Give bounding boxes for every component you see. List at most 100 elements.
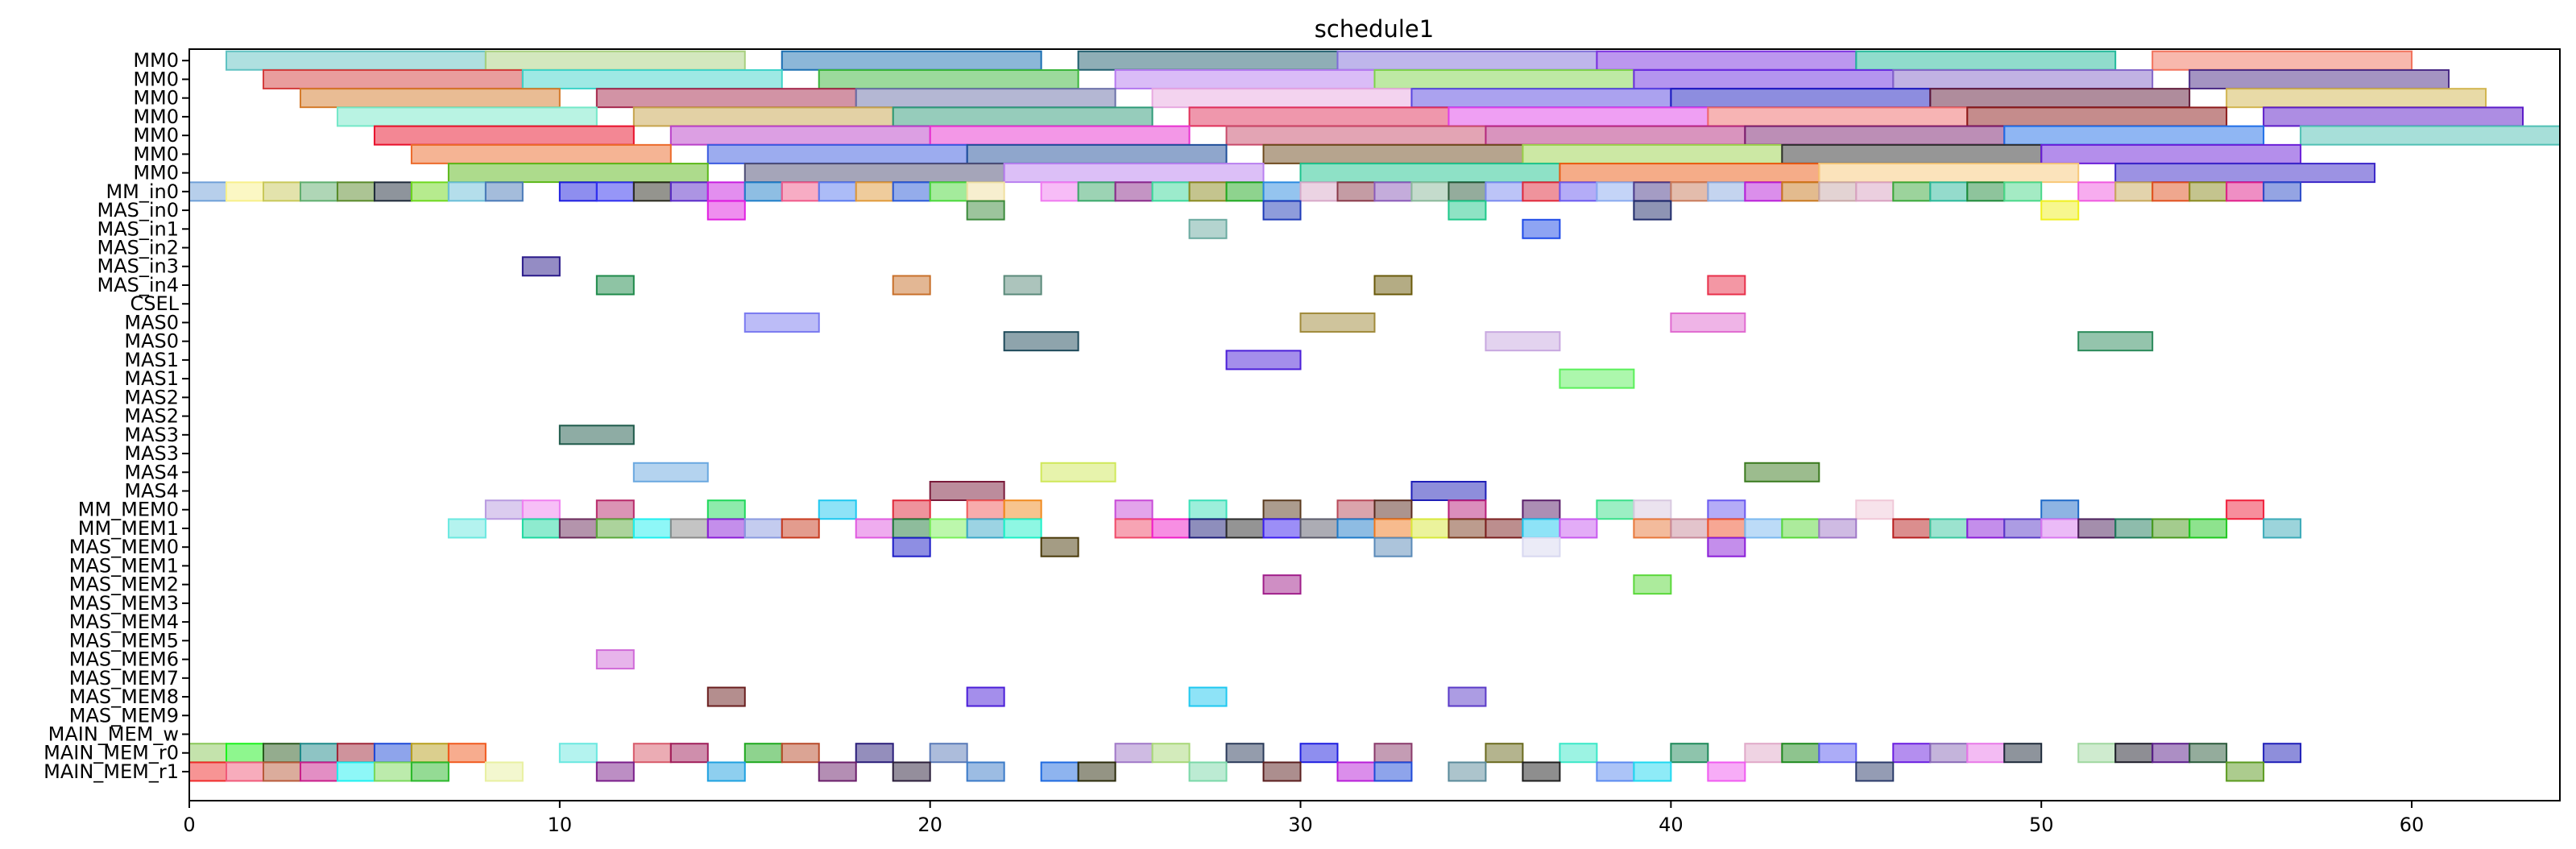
task-bar: [299, 181, 338, 202]
task-bar: [1299, 518, 1339, 539]
task-bar: [2040, 200, 2080, 221]
task-bar: [1633, 68, 1895, 89]
task-bars: [188, 50, 2561, 782]
task-bar: [1818, 163, 2080, 184]
task-bar: [2151, 518, 2191, 539]
task-bar: [892, 518, 931, 539]
task-bar: [1744, 181, 1783, 202]
task-bar: [1188, 518, 1228, 539]
task-bar: [225, 743, 264, 764]
y-tick-label: MM_MEM0: [78, 499, 179, 521]
task-bar: [299, 88, 561, 109]
task-bar: [521, 256, 561, 277]
task-bar: [1114, 518, 1153, 539]
task-bar: [1151, 743, 1191, 764]
task-bar: [299, 743, 338, 764]
task-bar: [1410, 88, 1672, 109]
task-bar: [1744, 125, 2006, 146]
task-bar: [1447, 686, 1487, 707]
task-bar: [1373, 743, 1413, 764]
task-bar: [1410, 181, 1450, 202]
task-bar: [2003, 743, 2043, 764]
task-bar: [1262, 143, 1524, 164]
task-bar: [1744, 743, 1783, 764]
task-bar: [706, 181, 746, 202]
task-bar: [781, 181, 820, 202]
task-bar: [1151, 181, 1191, 202]
task-bar: [1040, 761, 1079, 782]
task-bar: [484, 499, 524, 520]
task-bar: [521, 499, 561, 520]
task-bar: [781, 50, 1042, 71]
task-bar: [595, 275, 635, 296]
x-tick-label: 20: [917, 814, 942, 836]
task-bar: [1485, 743, 1524, 764]
task-bar: [1225, 350, 1302, 371]
y-tick-label: MAS_in4: [97, 274, 179, 296]
y-tick-label: MM0: [133, 124, 179, 147]
y-tick-label: MAIN_MEM_r1: [43, 760, 179, 783]
task-bar: [1336, 499, 1376, 520]
task-bar: [1818, 743, 1857, 764]
task-bar: [2003, 518, 2043, 539]
y-axis-labels: MM0MM0MM0MM0MM0MM0MM0MM_in0MAS_in0MAS_in…: [43, 49, 189, 783]
task-bar: [1114, 743, 1153, 764]
task-bar: [1003, 518, 1042, 539]
task-bar: [929, 181, 968, 202]
task-bar: [1781, 518, 1820, 539]
task-bar: [1003, 275, 1042, 296]
task-bar: [706, 143, 968, 164]
task-bar: [410, 143, 672, 164]
task-bar: [1670, 88, 1932, 109]
task-bar: [855, 518, 894, 539]
task-bar: [1373, 761, 1413, 782]
task-bar: [262, 68, 524, 89]
task-bar: [966, 499, 1005, 520]
task-bar: [595, 649, 635, 670]
task-bar: [1188, 499, 1228, 520]
y-tick-label: MM0: [133, 106, 179, 128]
task-bar: [373, 743, 412, 764]
task-bar: [1929, 88, 2191, 109]
task-bar: [447, 518, 487, 539]
task-bar: [1114, 499, 1153, 520]
y-tick-label: MM0: [133, 68, 179, 90]
task-bar: [1633, 200, 1672, 221]
task-bar: [1559, 181, 1598, 202]
task-bar: [818, 68, 1079, 89]
task-bar: [1892, 518, 1932, 539]
task-bar: [892, 499, 931, 520]
task-bar: [1336, 50, 1598, 71]
task-bar: [225, 181, 264, 202]
y-tick-label: MAS1: [124, 367, 179, 390]
y-tick-label: MAS_MEM7: [69, 667, 179, 690]
task-bar: [1633, 181, 1672, 202]
y-tick-label: MAS3: [124, 442, 179, 465]
task-bar: [2077, 518, 2117, 539]
task-bar: [1485, 518, 1524, 539]
task-bar: [706, 499, 746, 520]
task-bar: [1670, 181, 1709, 202]
task-bar: [1299, 181, 1339, 202]
task-bar: [262, 761, 301, 782]
task-bar: [447, 181, 487, 202]
task-bar: [781, 743, 820, 764]
task-bar: [2263, 181, 2302, 202]
x-tick-label: 30: [1288, 814, 1313, 836]
task-bar: [1151, 518, 1191, 539]
y-tick-label: MAIN_MEM_r0: [43, 742, 179, 764]
task-bar: [1373, 536, 1413, 557]
task-bar: [1188, 181, 1228, 202]
x-axis: 0 10 20 30 40 50 60: [183, 801, 2424, 836]
task-bar: [1336, 518, 1376, 539]
task-bar: [558, 181, 598, 202]
task-bar: [1040, 462, 1116, 482]
y-tick-label: MAS_MEM0: [69, 536, 179, 558]
task-bar: [1225, 518, 1265, 539]
task-bar: [1966, 106, 2228, 127]
task-bar: [1855, 499, 1895, 520]
y-tick-label: MM0: [133, 143, 179, 165]
task-bar: [595, 761, 635, 782]
y-tick-label: MAIN_MEM_w: [48, 723, 179, 745]
task-bar: [1188, 106, 1450, 127]
